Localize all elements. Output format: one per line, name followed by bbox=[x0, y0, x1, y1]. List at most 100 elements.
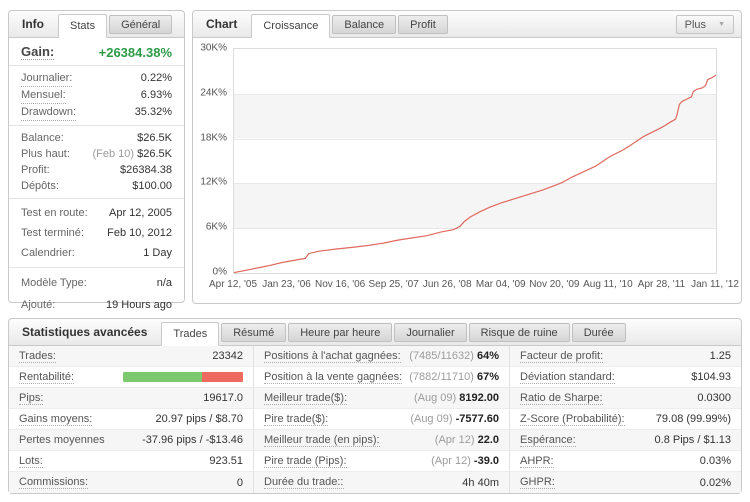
x-tick-label: Jan 23, '06 bbox=[262, 279, 311, 290]
info-panel-header: Info Stats Général bbox=[9, 11, 184, 38]
x-tick-label: Mar 04, '09 bbox=[475, 279, 526, 290]
stat-label[interactable]: Déviation standard: bbox=[520, 370, 615, 384]
stat-value: 0.02% bbox=[699, 476, 731, 489]
info-row-plus-haut: Plus haut: (Feb 10) $26.5K bbox=[9, 146, 184, 162]
info-row-ajoute: Ajouté: 19 Hours ago bbox=[9, 294, 184, 316]
stat-label[interactable]: Pire trade($): bbox=[264, 412, 329, 426]
stat-label[interactable]: Espérance: bbox=[520, 433, 576, 447]
stats-row-pertes-moyennes: Pertes moyennes -37.96 pips / -$13.46 bbox=[9, 430, 253, 451]
info-label: Plus haut: bbox=[21, 148, 70, 160]
stat-label[interactable]: Ratio de Sharpe: bbox=[520, 391, 603, 405]
stats-panel-header: Statistiques avancées Trades Résumé Heure … bbox=[9, 319, 741, 346]
stat-label[interactable]: Durée du trade:: bbox=[264, 476, 344, 489]
info-label: Dépôts: bbox=[21, 180, 59, 192]
tab-balance[interactable]: Balance bbox=[332, 15, 397, 34]
stats-tabs: Trades Résumé Heure par heure Journalier Ris… bbox=[160, 319, 626, 346]
stat-label[interactable]: Positions à l'achat gagnées: bbox=[264, 349, 401, 363]
x-tick-label: Sep 25, '07 bbox=[368, 279, 419, 290]
info-panel: Info Stats Général Gain: +26384.38% Journ… bbox=[8, 10, 185, 311]
x-tick-label: Apr 12, '05 bbox=[208, 279, 258, 290]
stat-value: (7485/11632) 64% bbox=[409, 350, 499, 362]
growth-curve bbox=[234, 75, 716, 273]
tab-heure-par-heure[interactable]: Heure par heure bbox=[288, 323, 393, 342]
info-label: Ajouté: bbox=[21, 299, 56, 311]
y-tick-label: 24K% bbox=[200, 87, 227, 99]
stat-label[interactable]: Lots: bbox=[19, 454, 43, 468]
stat-value: 0 bbox=[236, 476, 243, 489]
stat-value: (Apr 12) 22.0 bbox=[434, 434, 499, 446]
info-value: $100.00 bbox=[132, 180, 172, 192]
info-value: 35.32% bbox=[134, 106, 172, 118]
stat-label[interactable]: Trades: bbox=[19, 349, 56, 363]
stat-label[interactable]: Pips: bbox=[19, 391, 44, 405]
gridline bbox=[234, 93, 716, 95]
info-section: Balance: $26.5K Plus haut: (Feb 10) $26.5K P… bbox=[9, 125, 184, 198]
stats-row-commissions: Commissions: 0 bbox=[9, 472, 253, 493]
info-row-balance: Balance: $26.5K bbox=[9, 130, 184, 146]
y-tick-label: 30K% bbox=[200, 42, 227, 54]
stat-label[interactable]: Meilleur trade($): bbox=[264, 391, 348, 405]
tab-profit[interactable]: Profit bbox=[398, 15, 448, 34]
info-value: $26384.38 bbox=[120, 164, 172, 176]
x-tick-label: Jan 11, '12 bbox=[691, 279, 739, 290]
value-prefix: (Apr 12) bbox=[434, 434, 478, 446]
stats-row-pire-trade: Pire trade($): (Aug 09) -7577.60 bbox=[254, 409, 509, 430]
x-tick-label: Nov 20, '09 bbox=[529, 279, 580, 290]
info-label[interactable]: Journalier: bbox=[21, 70, 73, 87]
info-label[interactable]: Mensuel: bbox=[21, 87, 66, 104]
stat-label[interactable]: Z-Score (Probabilité): bbox=[520, 412, 625, 426]
chart-plot-area bbox=[233, 48, 717, 274]
stat-label[interactable]: Facteur de profit: bbox=[520, 349, 604, 363]
tab-risque-de-ruine[interactable]: Risque de ruine bbox=[468, 323, 570, 342]
info-panel-body: Gain: +26384.38% Journalier: 0.22% Mensuel… bbox=[9, 38, 184, 320]
tab-trades[interactable]: Trades bbox=[161, 322, 220, 346]
tab-general[interactable]: Général bbox=[109, 15, 173, 34]
stat-label[interactable]: Rentabilité: bbox=[19, 370, 75, 384]
tab-resume[interactable]: Résumé bbox=[221, 323, 287, 342]
stat-label[interactable]: Gains moyens: bbox=[19, 412, 93, 426]
stats-row-positions-a-l-achat-gagnees: Positions à l'achat gagnées: (7485/11632)… bbox=[254, 346, 509, 367]
tab-stats[interactable]: Stats bbox=[58, 14, 108, 38]
stat-label[interactable]: Commissions: bbox=[19, 476, 89, 489]
tab-croissance[interactable]: Croissance bbox=[251, 14, 331, 38]
stats-row-position-a-la-vente-gagnees: Position à la vente gagnées: (7882/11710)… bbox=[254, 367, 509, 388]
chart-panel-header: Chart Croissance Balance Profit Plus ▼ bbox=[193, 11, 741, 38]
gridline bbox=[234, 138, 716, 140]
info-value: 0.22% bbox=[140, 72, 172, 84]
stat-label[interactable]: Position à la vente gagnées: bbox=[264, 370, 403, 384]
info-sections: Journalier: 0.22% Mensuel: 6.93% Drawdown: 35… bbox=[9, 65, 184, 320]
advanced-stats-panel: Statistiques avancées Trades Résumé Heure … bbox=[8, 318, 742, 494]
tab-journalier[interactable]: Journalier bbox=[394, 323, 467, 342]
tab-duree[interactable]: Durée bbox=[571, 323, 626, 342]
value-prefix: (Aug 09) bbox=[413, 392, 460, 404]
stats-row-trades: Trades: 23342 bbox=[9, 346, 253, 367]
stat-value: 0.8 Pips / $1.13 bbox=[654, 434, 731, 446]
info-label: Test en route: bbox=[21, 207, 88, 219]
stat-label[interactable]: GHPR: bbox=[520, 476, 555, 489]
stat-value: 0.03% bbox=[699, 455, 731, 467]
stat-label[interactable]: Pire trade (Pips): bbox=[264, 454, 347, 468]
stats-row-meilleur-trade: Meilleur trade($): (Aug 09) 8192.00 bbox=[254, 388, 509, 409]
info-section: Test en route: Apr 12, 2005 Test terminé: F… bbox=[9, 198, 184, 267]
info-section: Modèle Type: n/a Ajouté: 19 Hours ago bbox=[9, 267, 184, 320]
info-label[interactable]: Drawdown: bbox=[21, 104, 77, 121]
stats-row-meilleur-trade-en-pips: Meilleur trade (en pips): (Apr 12) 22.0 bbox=[254, 430, 509, 451]
stat-label[interactable]: Meilleur trade (en pips): bbox=[264, 433, 380, 447]
plus-button-label: Plus bbox=[684, 18, 707, 31]
stat-value: (7882/11710) 67% bbox=[409, 371, 499, 383]
stats-column: Facteur de profit: 1.25 Déviation standard… bbox=[509, 346, 741, 493]
stats-row-deviation-standard: Déviation standard: $104.93 bbox=[510, 367, 741, 388]
stat-value: 79.08 (99.99%) bbox=[655, 413, 731, 425]
info-section: Journalier: 0.22% Mensuel: 6.93% Drawdown: 35… bbox=[9, 65, 184, 125]
stat-value: (Aug 09) 8192.00 bbox=[413, 392, 499, 404]
plus-dropdown-button[interactable]: Plus ▼ bbox=[675, 15, 734, 34]
stat-label[interactable]: AHPR: bbox=[520, 454, 554, 468]
info-value: (Feb 10) $26.5K bbox=[92, 148, 172, 160]
gain-label[interactable]: Gain: bbox=[21, 44, 55, 60]
stats-row-ahpr: AHPR: 0.03% bbox=[510, 451, 741, 472]
value-prefix: (Aug 09) bbox=[410, 413, 456, 425]
chart-y-axis: 30K% 24K% 18K% 12K% 6K% 0% bbox=[193, 43, 227, 278]
stats-column: Trades: 23342 Rentabilité: Pips: 19617.0 Gain… bbox=[9, 346, 253, 493]
value-prefix: (7882/11710) bbox=[409, 371, 477, 383]
